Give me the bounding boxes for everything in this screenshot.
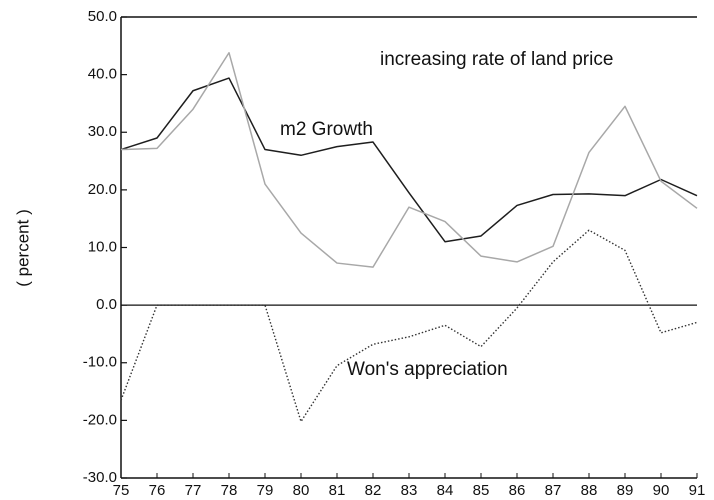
x-tick-label: 82 bbox=[365, 482, 382, 499]
y-tick-label: 0.0 bbox=[96, 296, 117, 313]
y-tick-label: -10.0 bbox=[83, 354, 117, 371]
x-tick-label: 89 bbox=[617, 482, 634, 499]
series-line bbox=[120, 229, 698, 423]
x-tick-label: 83 bbox=[401, 482, 418, 499]
x-tick-label: 90 bbox=[653, 482, 670, 499]
x-tick-label: 80 bbox=[293, 482, 310, 499]
x-tick-label: 91 bbox=[689, 482, 706, 499]
y-tick-label: 30.0 bbox=[88, 123, 117, 140]
x-tick-label: 75 bbox=[113, 482, 130, 499]
x-tick-label: 81 bbox=[329, 482, 346, 499]
x-tick-label: 78 bbox=[221, 482, 238, 499]
x-tick-label: 77 bbox=[185, 482, 202, 499]
y-tick-label: 50.0 bbox=[88, 8, 117, 25]
y-tick-label: -20.0 bbox=[83, 411, 117, 428]
x-tick-label: 87 bbox=[545, 482, 562, 499]
annotation: m2 Growth bbox=[280, 119, 373, 140]
x-tick-label: 84 bbox=[437, 482, 454, 499]
annotation: increasing rate of land price bbox=[380, 49, 613, 70]
y-tick-label: 10.0 bbox=[88, 238, 117, 255]
series-line bbox=[120, 77, 698, 243]
annotation: Won's appreciation bbox=[347, 359, 508, 380]
series-line bbox=[120, 51, 698, 268]
x-tick-label: 79 bbox=[257, 482, 274, 499]
y-axis-label: ( percent ) bbox=[13, 209, 32, 286]
y-tick-label: -30.0 bbox=[83, 469, 117, 486]
x-tick-label: 85 bbox=[473, 482, 490, 499]
x-tick-label: 88 bbox=[581, 482, 598, 499]
y-tick-label: 40.0 bbox=[88, 66, 117, 83]
x-tick-label: 76 bbox=[149, 482, 166, 499]
y-tick-label: 20.0 bbox=[88, 181, 117, 198]
x-tick-label: 86 bbox=[509, 482, 526, 499]
